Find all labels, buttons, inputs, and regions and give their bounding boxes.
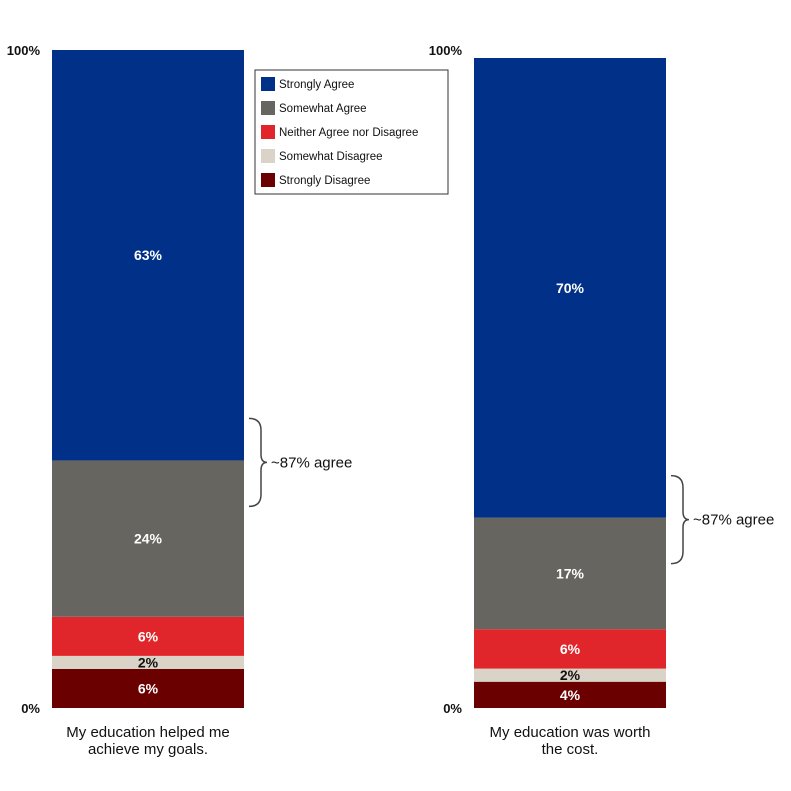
legend-entry-label: Strongly Agree [279, 79, 354, 91]
y-tick-labels: 100% 0% 100% 0% [7, 43, 463, 716]
bar-segment [474, 517, 666, 630]
bars-layer: 63% 24% 6% 2% 6% 70% 17% 6% 2% 4% [52, 50, 666, 708]
legend-swatch [261, 77, 275, 91]
category-label: achieve my goals. [88, 741, 208, 758]
bar-segment [52, 655, 244, 669]
y-tick-label: 100% [429, 43, 463, 58]
bar-segment [52, 460, 244, 617]
y-tick-label: 0% [21, 701, 40, 716]
segment-value-label: 2% [138, 654, 159, 670]
legend-swatch [261, 101, 275, 115]
segment-value-label: 24% [134, 531, 163, 547]
legend-swatch [261, 149, 275, 163]
bar-segment [52, 668, 244, 708]
agree-bracket [670, 474, 690, 565]
legend-box [254, 69, 449, 195]
segment-value-label: 63% [134, 247, 163, 263]
bar-segment [474, 668, 666, 682]
category-label: My education helped me [66, 724, 229, 741]
legend-entry-label: Somewhat Disagree [279, 151, 383, 163]
category-label: My education was worth [490, 724, 651, 741]
legend-entry-label: Neither Agree nor Disagree [279, 127, 418, 139]
legend: Strongly Agree Somewhat Agree Neither Agre… [254, 69, 449, 195]
bar-segment [474, 58, 666, 518]
bar-segment [474, 629, 666, 669]
agree-bracket-label: ~87% agree [271, 454, 352, 471]
segment-value-label: 6% [138, 628, 159, 644]
legend-swatch [261, 125, 275, 139]
agree-brackets: ~87% agree ~87% agree [248, 417, 774, 565]
legend-swatch [261, 173, 275, 187]
segment-value-label: 6% [560, 641, 581, 657]
y-tick-label: 0% [443, 701, 462, 716]
segment-value-label: 4% [560, 687, 581, 703]
legend-entry-label: Strongly Disagree [279, 175, 370, 187]
agree-bracket [248, 417, 268, 508]
agree-bracket-label: ~87% agree [693, 512, 774, 529]
y-tick-label: 100% [7, 43, 41, 58]
segment-value-label: 6% [138, 680, 159, 696]
category-label: the cost. [542, 741, 599, 758]
segment-value-label: 17% [556, 565, 585, 581]
segment-value-label: 2% [560, 667, 581, 683]
bar-segment [474, 681, 666, 708]
legend-entry-label: Somewhat Agree [279, 103, 367, 115]
bar-segment [52, 50, 244, 461]
bar-segment [52, 616, 244, 656]
segment-value-label: 70% [556, 280, 585, 296]
